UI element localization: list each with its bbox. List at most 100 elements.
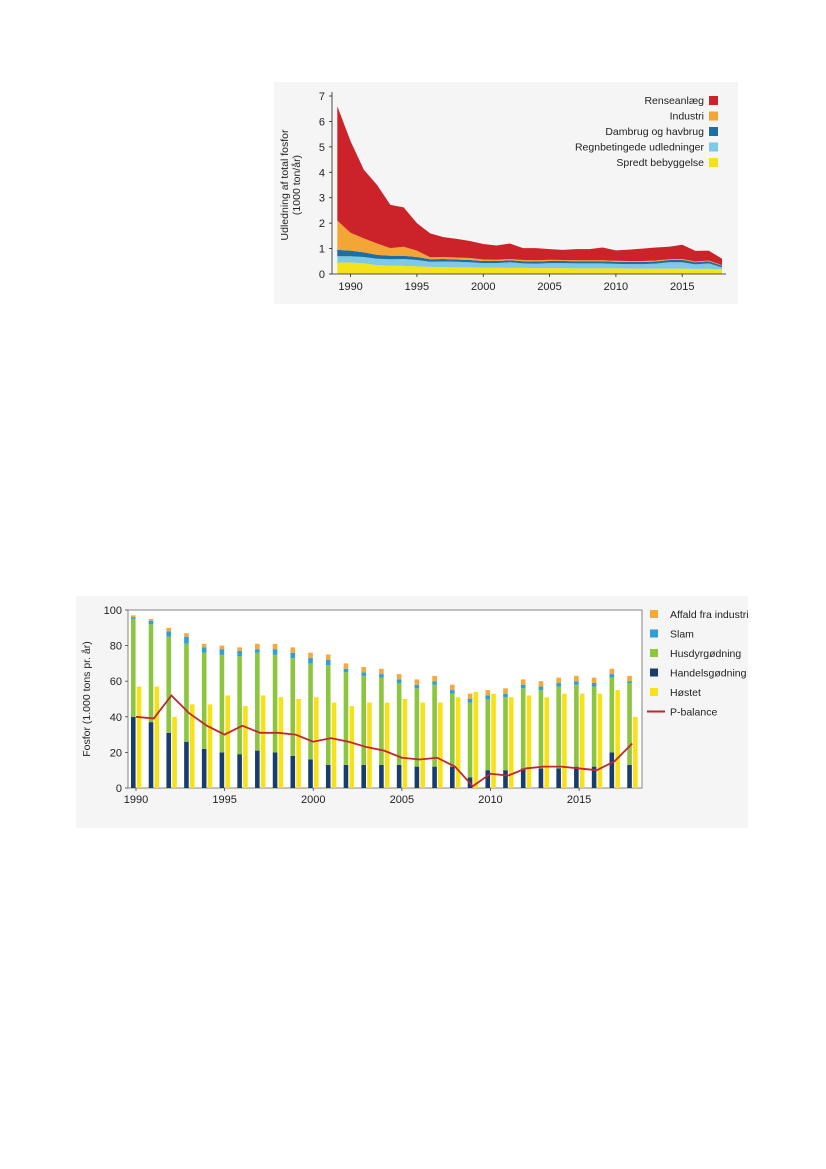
bar-hostet [260,695,266,788]
y-tick-label: 0 [319,269,325,281]
bar-handelsgødning [148,722,154,788]
bar-affald-fra-industri [467,693,473,699]
bar-slam [379,674,384,678]
bar-hostet [615,690,620,788]
bar-affald-fra-industri [627,675,632,682]
bar-slam [237,650,242,657]
x-tick-label: 1990 [338,281,362,293]
bar-hostet [597,693,603,788]
bar-husdyrgødning [237,656,242,755]
legend-label: P-balance [670,707,717,719]
bar-husdyrgødning [485,699,491,771]
bar-affald-fra-industri [396,674,402,680]
bar-affald-fra-industri [538,681,544,687]
bar-husdyrgødning [166,636,172,733]
bar-hostet [473,691,479,788]
bar-slam [290,652,296,659]
bar-hostet [508,697,514,788]
bar-hostet [225,695,230,788]
legend-label: Industri [670,111,704,123]
bar-handelsgødning [396,764,402,788]
bar-handelsgødning [255,750,260,788]
bar-husdyrgødning [130,618,136,717]
bar-hostet [579,693,585,788]
legend-label: Handelsgødning [670,668,747,680]
bar-affald-fra-industri [556,677,561,683]
bar-husdyrgødning [396,682,402,765]
bar-handelsgødning [627,764,632,788]
bar-handelsgødning [308,759,313,788]
bar-affald-fra-industri [361,666,366,673]
bar-slam [184,636,189,644]
bar-handelsgødning [325,764,331,788]
bar-affald-fra-industri [237,647,242,651]
bar-affald-fra-industri [343,663,349,669]
bar-slam [609,674,615,678]
y-tick-label: 5 [319,142,325,154]
bar-hostet [172,716,177,788]
line-p-balance [135,694,633,788]
bar-husdyrgødning [290,658,296,756]
legend-swatch [709,158,718,167]
bar-husdyrgødning [148,624,154,723]
bar-slam [538,686,544,691]
bar-hostet [154,686,160,788]
y-axis-label-line1: Udledning af total fosfor [279,129,291,240]
bar-handelsgødning [450,766,455,788]
x-tick-label: 2000 [301,794,325,806]
bar-husdyrgødning [201,652,207,749]
bar-handelsgødning [166,732,172,788]
bar-hostet [526,695,532,788]
bar-line-chart: 0 20 40 60 80 100 1990 1995 2000 2005 2010 2015 Fosf… [81,605,749,806]
bar-affald-fra-industri [432,675,437,682]
bar-handelsgødning [379,764,384,788]
bar-slam [166,631,172,637]
legend-swatch [650,649,658,657]
bar-affald-fra-industri [290,647,296,653]
bar-slam [201,647,207,653]
y-axis-label-line2: (1000 ton/år) [291,155,303,215]
bar-hostet [243,706,248,788]
bar-affald-fra-industri [414,679,420,685]
bar-hostet [402,699,408,788]
bar-hostet [136,686,142,788]
area-renseanlæg [337,106,723,266]
bar-handelsgødning [485,770,491,788]
legend-label: Spredt bebyggelse [616,157,704,169]
bar-handelsgødning [272,752,278,788]
legend-label: Regnbetingede udledninger [575,142,705,154]
bar-handelsgødning [591,766,597,788]
bar-husdyrgødning [556,686,561,769]
y-tick-label: 0 [116,783,122,795]
bar-husdyrgødning [414,688,420,767]
bar-affald-fra-industri [520,679,526,685]
bar-handelsgødning [609,752,615,788]
y-tick-label: 60 [110,676,122,688]
bar-husdyrgødning [520,688,526,769]
bar-husdyrgødning [343,672,349,765]
y-tick-label: 100 [104,605,122,617]
bar-handelsgødning [184,741,189,788]
x-tick-label: 2015 [670,281,694,293]
bar-slam [308,658,313,664]
bar-husdyrgødning [574,684,579,767]
y-tick-label: 6 [319,116,325,128]
legend-swatch [650,668,658,677]
y-tick-label: 2 [319,218,325,230]
area-spredt-bebyggelse [337,262,723,274]
bar-husdyrgødning [503,697,508,771]
bar-husdyrgødning [219,654,225,753]
y-tick-label: 40 [110,712,122,724]
x-tick-label: 2010 [478,794,502,806]
bar-affald-fra-industri [379,668,384,675]
legend-swatch [650,610,658,618]
bar-husdyrgødning [591,686,597,767]
x-tick-label: 1995 [212,794,236,806]
legend-swatch [650,688,658,696]
bar-slam [130,617,136,619]
bar-affald-fra-industri [184,633,189,637]
bar-husdyrgødning [308,663,313,760]
bar-hostet [278,697,284,788]
legend-swatch [709,127,718,136]
bar-husdyrgødning [627,682,632,765]
